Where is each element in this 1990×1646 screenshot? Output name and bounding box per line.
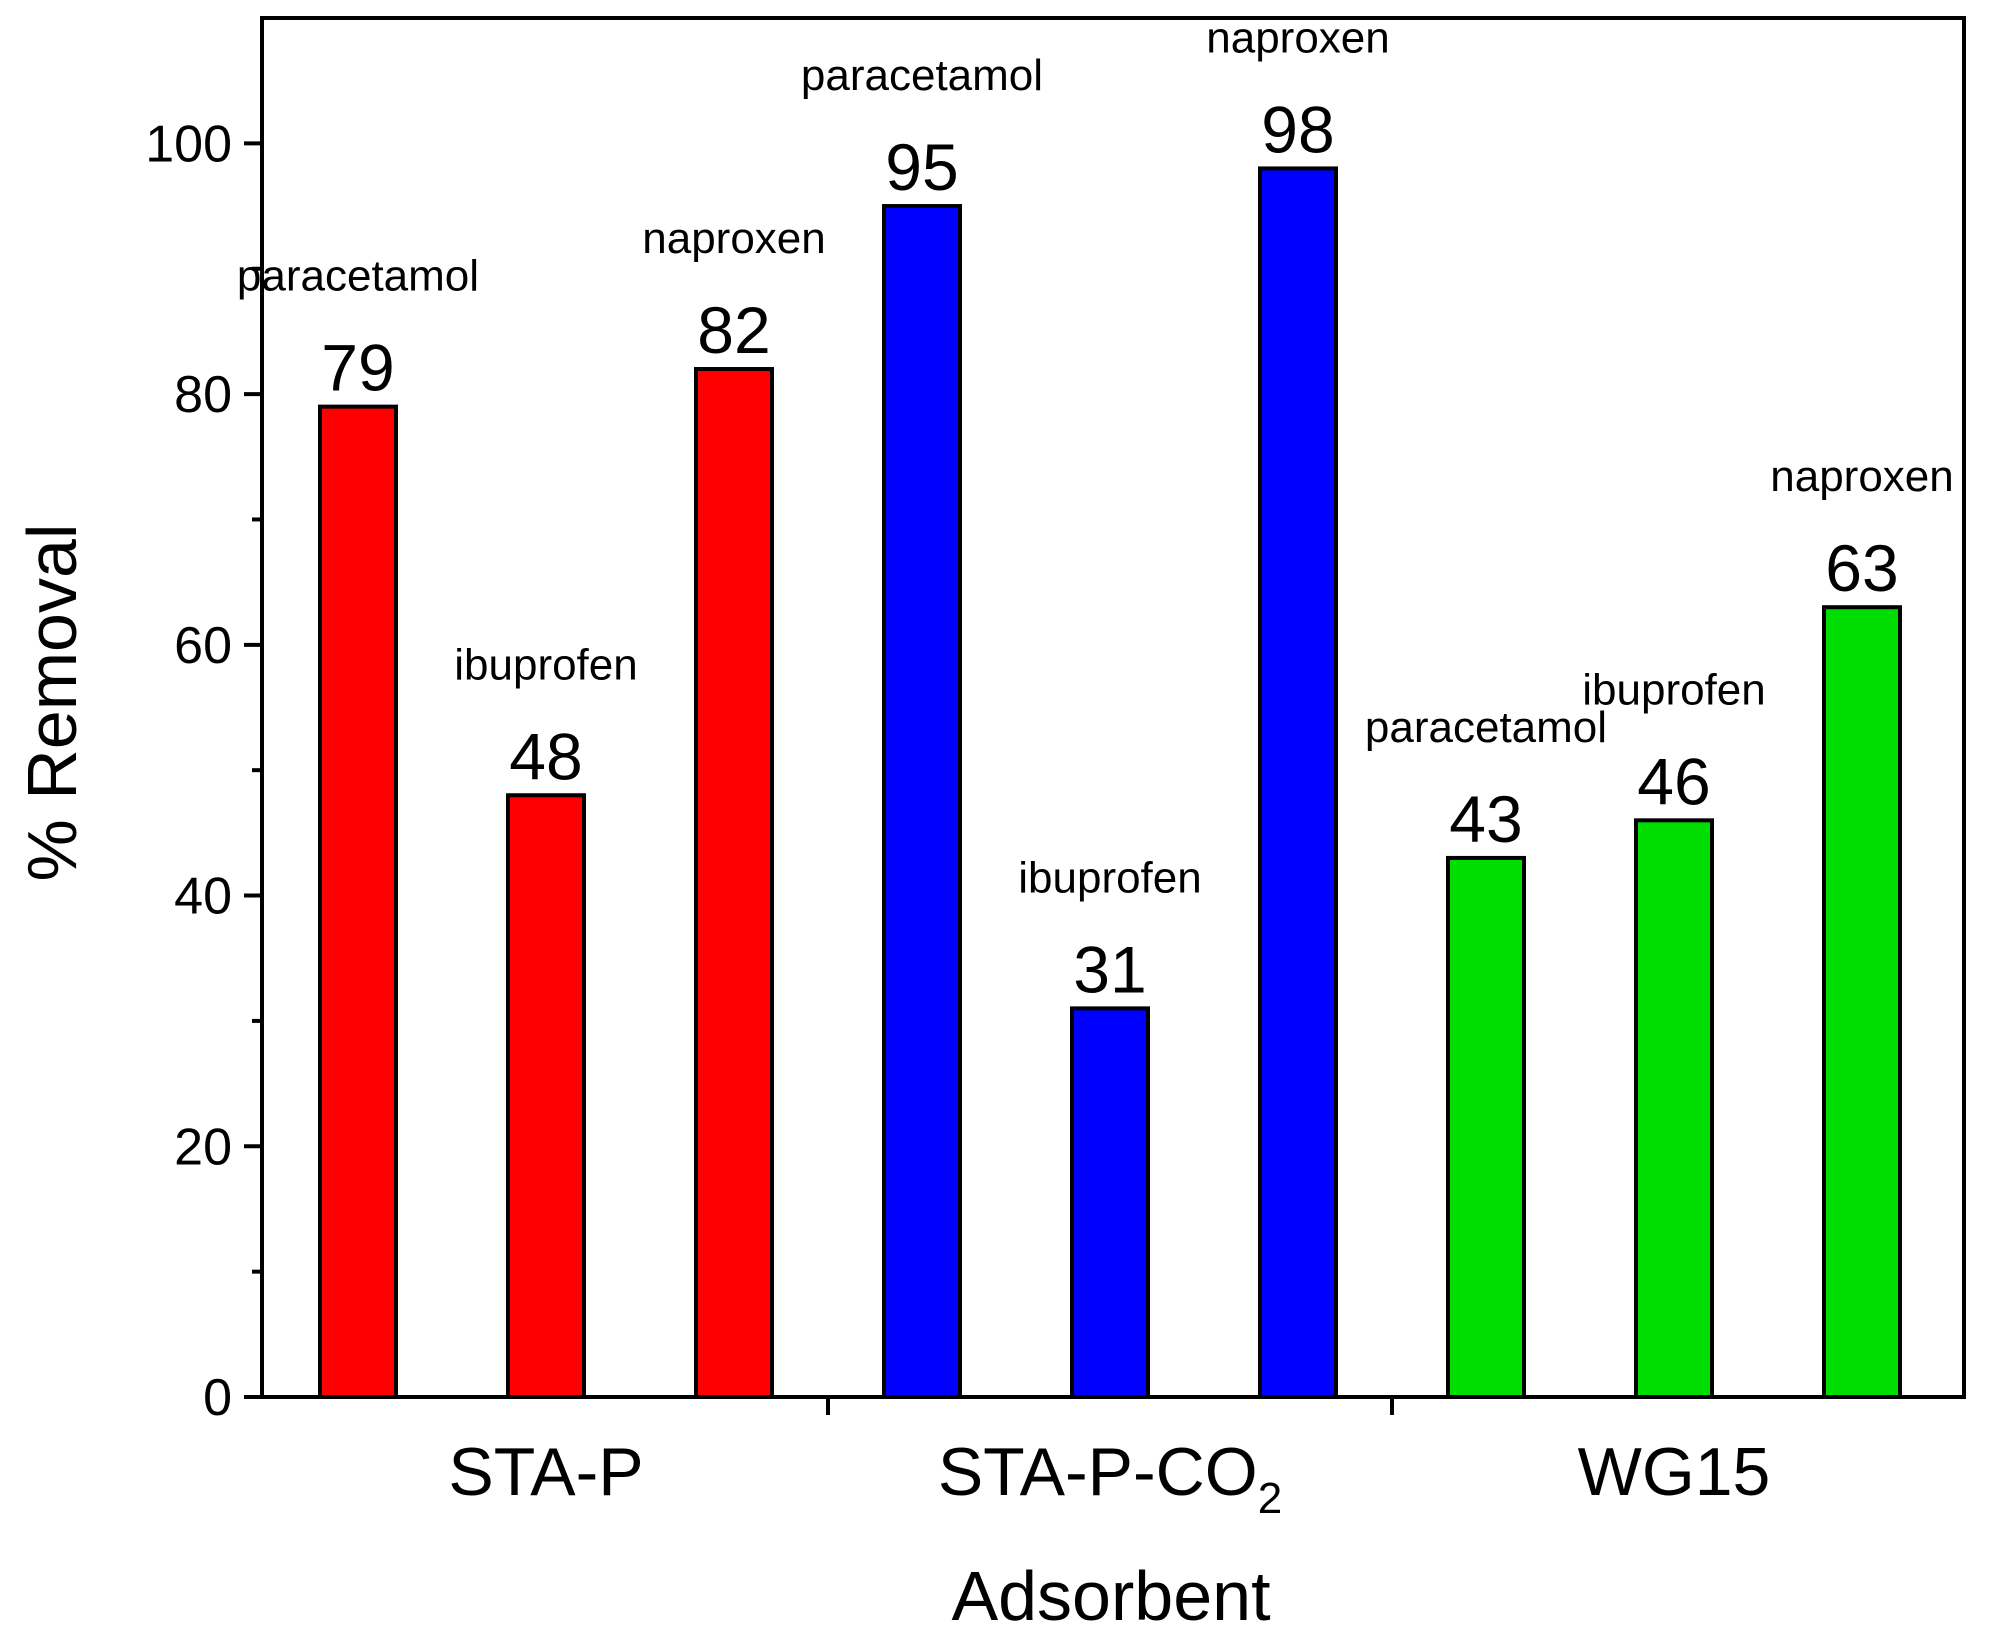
- x-category-label: WG15: [1578, 1434, 1771, 1510]
- y-tick-label: 100: [145, 115, 232, 173]
- y-tick-label: 80: [174, 366, 232, 424]
- y-axis-title: % Removal: [13, 524, 91, 882]
- bar-compound-label: naproxen: [1206, 13, 1389, 62]
- bar-compound-label: paracetamol: [801, 51, 1043, 100]
- bar-value-label: 48: [509, 719, 582, 793]
- bar-compound-label: naproxen: [1770, 452, 1953, 501]
- bar: [1446, 855, 1526, 1399]
- bar-compound-label: naproxen: [642, 214, 825, 263]
- y-tick-label: 20: [174, 1118, 232, 1176]
- bar-value-label: 95: [885, 130, 958, 204]
- bar: [1258, 166, 1338, 1399]
- x-category-label: STA-P-CO2: [938, 1434, 1282, 1523]
- bar: [1070, 1006, 1150, 1399]
- bar-compound-label: ibuprofen: [1582, 665, 1765, 714]
- bar-value-label: 43: [1449, 782, 1522, 856]
- bar: [318, 404, 398, 1399]
- bar: [1822, 605, 1902, 1399]
- bar-value-label: 31: [1073, 932, 1146, 1006]
- bar: [882, 204, 962, 1400]
- y-tick-label: 40: [174, 868, 232, 926]
- bar-compound-label: ibuprofen: [1018, 853, 1201, 902]
- bar: [1634, 818, 1714, 1399]
- bar-value-label: 82: [697, 293, 770, 367]
- y-tick-label: 60: [174, 617, 232, 675]
- y-tick-label: 0: [203, 1369, 232, 1427]
- bar-value-label: 46: [1637, 744, 1710, 818]
- bars-layer: 79 paracetamol 48 ibuprofen 82 naproxen 95 para…: [237, 13, 1954, 1400]
- bar-value-label: 79: [321, 331, 394, 405]
- bar-compound-label: paracetamol: [1365, 703, 1607, 752]
- x-axis: STA-P STA-P-CO2 WG15: [448, 1397, 1770, 1523]
- y-axis: 0 20 40 60 80 100: [145, 115, 262, 1427]
- bar-compound-label: ibuprofen: [454, 640, 637, 689]
- x-axis-title: Adsorbent: [951, 1557, 1270, 1635]
- bar-value-label: 98: [1261, 92, 1334, 166]
- bar-value-label: 63: [1825, 531, 1898, 605]
- bar: [506, 793, 586, 1399]
- bar: [694, 367, 774, 1399]
- x-category-label: STA-P: [448, 1434, 643, 1510]
- bar-compound-label: paracetamol: [237, 252, 479, 301]
- x-category-subscript: 2: [1258, 1474, 1282, 1523]
